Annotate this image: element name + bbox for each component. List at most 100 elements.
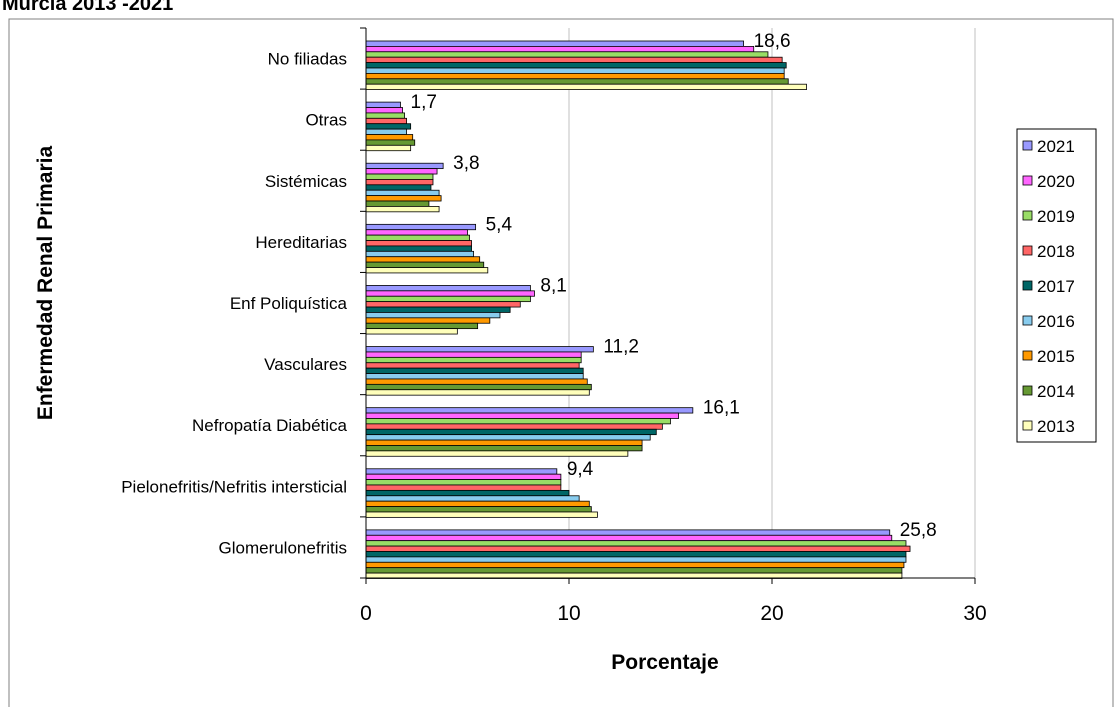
x-axis-title: Porcentaje xyxy=(611,651,718,674)
bar-2020 xyxy=(365,229,468,236)
bar-2019 xyxy=(365,173,434,180)
bar-2021 xyxy=(365,346,594,353)
bar-2013 xyxy=(365,328,458,335)
bar-2016 xyxy=(365,373,584,380)
bar-2015 xyxy=(365,73,785,80)
bar-2021 xyxy=(365,468,558,475)
category-label: Enf Poliquística xyxy=(230,294,348,313)
gridlines xyxy=(568,28,976,578)
category-label: Pielonefritis/Nefritis intersticial xyxy=(121,477,347,496)
bar-2015 xyxy=(365,378,588,385)
x-tick-label: 10 xyxy=(557,602,580,625)
bar-2021 xyxy=(365,407,694,414)
bar-2020 xyxy=(365,412,680,419)
bar-2020 xyxy=(365,290,535,297)
bar-2015 xyxy=(365,256,481,263)
bar-2020 xyxy=(365,46,755,53)
bar-2018 xyxy=(365,179,434,186)
x-tick-label: 0 xyxy=(360,602,372,625)
legend-swatch-2020 xyxy=(1022,175,1033,186)
bar-2019 xyxy=(365,356,582,364)
bar-2020 xyxy=(365,351,582,358)
legend-swatch-2017 xyxy=(1022,280,1033,291)
page-title: Murcia 2013 -2021 xyxy=(2,0,173,15)
bar-2020 xyxy=(365,534,893,542)
x-tick-labels: 0 10 20 30 xyxy=(360,578,987,625)
legend-label: 2020 xyxy=(1037,172,1075,191)
data-label: 3,8 xyxy=(453,153,479,174)
bar-2014 xyxy=(365,322,479,330)
bar-2013 xyxy=(365,389,590,396)
bar-2016 xyxy=(365,189,440,197)
bar-2017 xyxy=(365,489,570,497)
bar-2015 xyxy=(365,134,414,141)
legend-label: 2018 xyxy=(1037,242,1075,261)
bar-2013 xyxy=(365,144,412,152)
bar-2014 xyxy=(365,506,592,513)
bar-2018 xyxy=(365,56,783,64)
bar-2018 xyxy=(365,423,663,430)
bar-2018 xyxy=(365,545,911,552)
bar-2016 xyxy=(365,67,785,74)
bar-2020 xyxy=(365,107,403,114)
bar-2014 xyxy=(365,78,789,85)
x-tick-label: 20 xyxy=(760,602,783,625)
legend-swatch-2014 xyxy=(1022,385,1033,396)
category-label: Glomerulonefritis xyxy=(219,538,348,557)
bar-2018 xyxy=(365,117,407,125)
axes xyxy=(360,27,975,579)
bar-2016 xyxy=(365,128,407,135)
legend-label: 2016 xyxy=(1037,312,1075,331)
bar-2020 xyxy=(365,473,562,480)
data-labels: 18,6 1,7 3,8 5,4 8,1 11,2 16,1 9,4 25,8 xyxy=(411,31,937,541)
bar-2021 xyxy=(365,223,477,231)
bar-2017 xyxy=(365,367,584,374)
bar-2019 xyxy=(365,51,769,58)
category-label: Otras xyxy=(305,111,347,130)
bar-2014 xyxy=(365,567,903,574)
category-labels: No filiadas Otras Sistémicas Hereditarias En… xyxy=(121,50,347,558)
legend-label: 2013 xyxy=(1037,417,1075,436)
bar-2021 xyxy=(365,101,401,108)
data-label: 8,1 xyxy=(540,275,566,296)
legend-swatch-2021 xyxy=(1022,140,1033,151)
y-axis-title: Enfermedad Renal Primaria xyxy=(34,146,57,421)
bar-2015 xyxy=(365,195,442,202)
bar-2013 xyxy=(365,511,598,518)
bar-2016 xyxy=(365,556,907,563)
category-label: No filiadas xyxy=(268,50,347,69)
bar-2019 xyxy=(365,234,470,241)
bar-2021 xyxy=(365,285,531,292)
bar-2021 xyxy=(365,40,744,47)
bar-2016 xyxy=(365,434,651,441)
bar-2018 xyxy=(365,362,580,369)
data-label: 25,8 xyxy=(900,520,937,541)
bar-2018 xyxy=(365,240,472,247)
bar-2017 xyxy=(365,123,412,130)
legend-swatch-2018 xyxy=(1022,245,1033,256)
legend-swatch-2019 xyxy=(1022,210,1033,221)
legend-label: 2014 xyxy=(1037,382,1075,401)
bar-2014 xyxy=(365,139,416,146)
legend-label: 2015 xyxy=(1037,347,1075,366)
x-tick-label: 30 xyxy=(963,602,986,625)
legend-label: 2019 xyxy=(1037,207,1075,226)
bar-2015 xyxy=(365,439,643,446)
data-label: 16,1 xyxy=(703,398,740,419)
bar-2017 xyxy=(365,428,657,436)
legend-swatch-2015 xyxy=(1022,350,1033,361)
bar-2015 xyxy=(365,561,905,569)
bar-2018 xyxy=(365,301,521,308)
bar-2017 xyxy=(365,245,472,252)
bar-2017 xyxy=(365,62,787,69)
bar-2016 xyxy=(365,312,501,319)
legend-label: 2021 xyxy=(1037,137,1075,156)
bar-2020 xyxy=(365,168,438,175)
data-label: 1,7 xyxy=(411,92,437,113)
bar-2017 xyxy=(365,551,907,558)
legend-swatch-2016 xyxy=(1022,315,1033,326)
bar-2017 xyxy=(365,184,432,191)
bar-2016 xyxy=(365,250,474,258)
bar-2018 xyxy=(365,484,562,491)
